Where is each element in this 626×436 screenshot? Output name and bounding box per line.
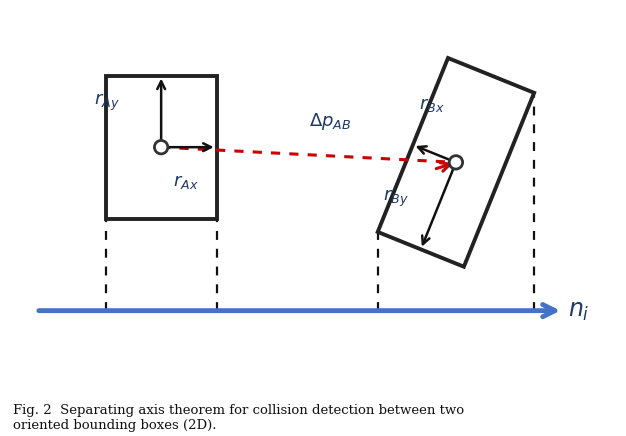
Text: Fig. 2  Separating axis theorem for collision detection between two
oriented bou: Fig. 2 Separating axis theorem for colli…	[13, 404, 464, 432]
Text: $\Delta p_{AB}$: $\Delta p_{AB}$	[309, 111, 351, 132]
Text: $r_{Ay}$: $r_{Ay}$	[93, 92, 119, 113]
Text: $r_{By}$: $r_{By}$	[383, 187, 409, 209]
Text: $r_{Bx}$: $r_{Bx}$	[419, 96, 444, 114]
Circle shape	[449, 156, 463, 169]
Circle shape	[155, 140, 168, 154]
Text: $n_i$: $n_i$	[568, 299, 589, 323]
Text: $r_{Ax}$: $r_{Ax}$	[173, 173, 198, 191]
